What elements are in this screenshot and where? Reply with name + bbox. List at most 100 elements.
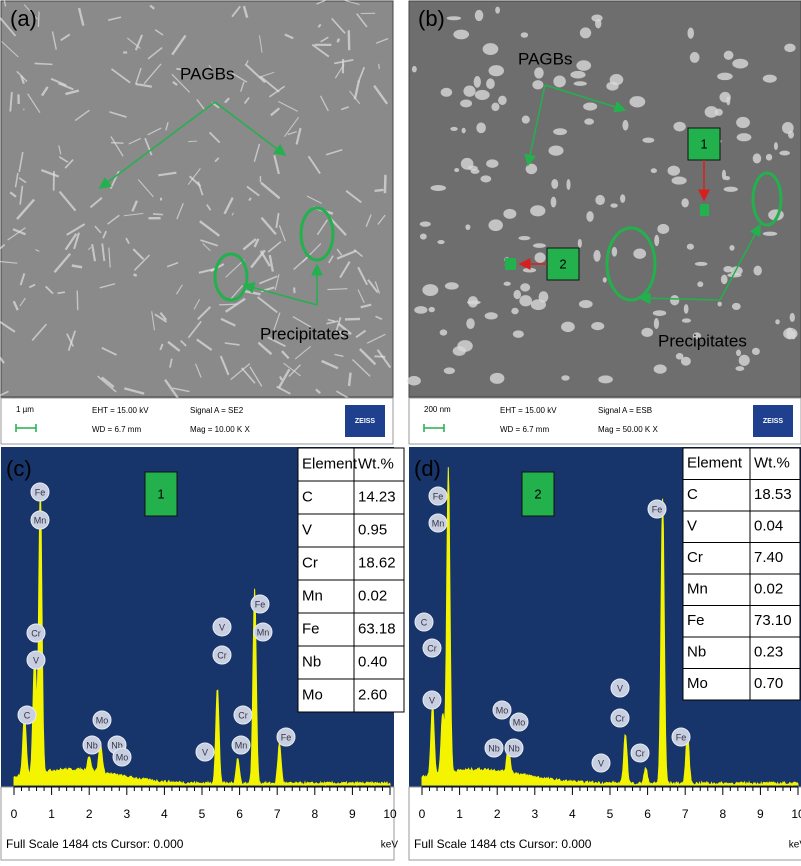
precipitate xyxy=(414,306,427,314)
grain-boundary xyxy=(385,175,386,193)
grain-boundary xyxy=(374,356,385,357)
precipitate xyxy=(488,219,502,231)
precipitate xyxy=(420,234,427,240)
precipitate xyxy=(774,142,778,150)
logo-text: ZEISS xyxy=(355,418,376,425)
table-text: 7.40 xyxy=(754,549,783,566)
tick-label: 3 xyxy=(531,807,538,821)
peak-label: V xyxy=(33,655,39,665)
peak-label: Cr xyxy=(427,643,437,653)
precipitate xyxy=(612,247,617,257)
precipitate xyxy=(503,209,516,219)
peak-label: Mo xyxy=(513,717,526,727)
table-text: 0.23 xyxy=(754,644,783,661)
precipitate xyxy=(580,27,591,38)
logo-text: ZEISS xyxy=(763,418,784,425)
tick-label: 9 xyxy=(757,807,764,821)
tick-label: 2 xyxy=(86,807,93,821)
wd-text: WD = 6.7 mm xyxy=(92,425,141,434)
precipitate xyxy=(526,164,538,174)
precipitate xyxy=(561,375,569,380)
grain-boundary xyxy=(134,274,137,275)
precipitate xyxy=(422,284,438,296)
precipitate xyxy=(752,348,760,355)
table-text: 14.23 xyxy=(358,488,396,505)
marker-text: 2 xyxy=(559,256,566,271)
annotation: Precipitates xyxy=(260,324,349,343)
precipitate xyxy=(420,221,431,226)
precipitate xyxy=(654,364,667,373)
tick-label: 10 xyxy=(791,807,801,821)
peak-label: Mo xyxy=(496,705,509,715)
precipitate xyxy=(485,312,498,319)
precipitate xyxy=(475,90,490,100)
precipitate xyxy=(407,376,421,386)
precipitate xyxy=(440,329,448,335)
table-text: 0.04 xyxy=(754,518,783,535)
peak-label: Fe xyxy=(281,732,292,742)
tick-label: 9 xyxy=(349,807,356,821)
precipitate xyxy=(454,168,459,172)
grain-boundary xyxy=(375,190,384,191)
precipitate xyxy=(576,60,591,71)
precipitate xyxy=(551,197,557,208)
scale-text: 200 nm xyxy=(424,405,451,414)
eht-text: EHT = 15.00 kV xyxy=(92,406,149,415)
table-text: 0.95 xyxy=(358,521,387,538)
grain-boundary xyxy=(58,292,65,293)
precipitate xyxy=(633,248,646,258)
peak-label: Cr xyxy=(635,748,645,758)
precipitate xyxy=(463,86,475,97)
peak-label: C xyxy=(24,710,31,720)
table-text: 2.60 xyxy=(358,686,387,703)
precipitate xyxy=(475,10,484,21)
table-text: V xyxy=(687,518,697,535)
precipitate xyxy=(682,318,691,322)
tick-label: 8 xyxy=(719,807,726,821)
precipitate xyxy=(684,304,689,314)
info-bar xyxy=(409,398,801,444)
peak-label: Nb xyxy=(86,740,98,750)
precipitate xyxy=(687,244,694,250)
precipitate xyxy=(653,310,666,316)
table-text: Mn xyxy=(302,587,323,604)
figure: (a)1 µmEHT = 15.00 kVWD = 6.7 mmSignal A… xyxy=(0,0,801,861)
table-text: Cr xyxy=(302,554,318,571)
precipitate xyxy=(732,59,748,69)
precipitate xyxy=(570,71,585,79)
precipitate xyxy=(531,299,546,310)
grain-boundary xyxy=(345,319,360,320)
precipitate xyxy=(553,128,567,135)
precipitate xyxy=(468,166,478,171)
scale-text: 1 µm xyxy=(16,405,34,414)
spot xyxy=(505,258,516,270)
panel-label: (c) xyxy=(6,456,32,481)
peak-label: Fe xyxy=(255,599,266,609)
table-text: 73.10 xyxy=(754,612,792,629)
precipitate xyxy=(593,250,600,262)
table-text: 0.02 xyxy=(358,587,387,604)
panel-label: (a) xyxy=(10,6,37,31)
tick-label: 5 xyxy=(607,807,614,821)
precipitate xyxy=(551,179,558,189)
spot xyxy=(700,204,709,216)
precipitate xyxy=(717,73,733,81)
precipitate xyxy=(763,75,777,83)
peak-label: V xyxy=(202,747,208,757)
precipitate xyxy=(530,205,545,216)
tick-label: 7 xyxy=(274,807,281,821)
precipitate xyxy=(548,145,563,155)
precipitate xyxy=(736,350,741,357)
table-text: V xyxy=(302,521,312,538)
tick-label: 4 xyxy=(569,807,576,821)
precipitate xyxy=(591,322,604,330)
precipitate xyxy=(723,266,732,273)
peak-label: Mo xyxy=(116,752,129,762)
table-text: Element xyxy=(302,455,358,472)
precipitate xyxy=(753,266,761,276)
peak-label: Cr xyxy=(217,650,227,660)
peak-label: Fe xyxy=(652,504,663,514)
precipitate xyxy=(566,179,570,190)
peak-label: Cr xyxy=(615,713,625,723)
tick-label: 6 xyxy=(236,807,243,821)
